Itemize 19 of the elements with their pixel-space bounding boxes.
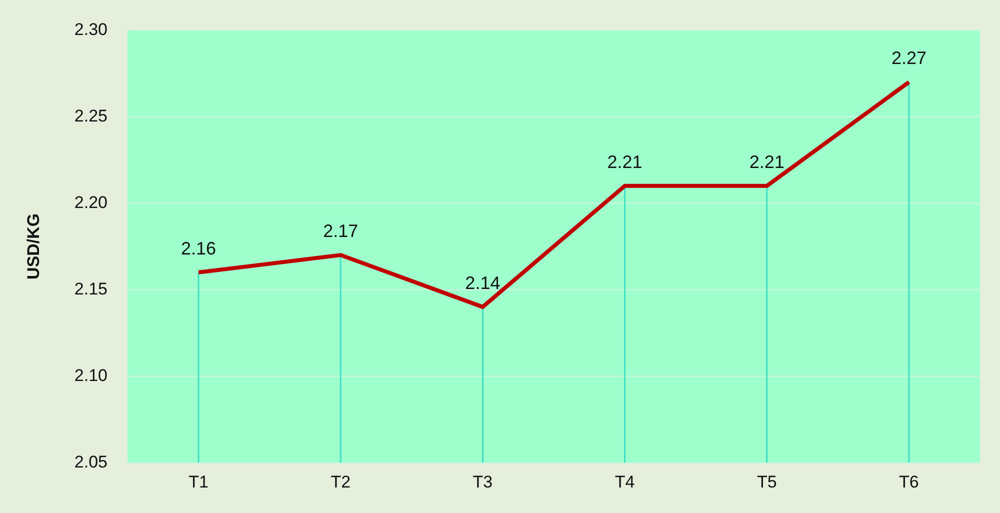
- y-tick-label: 2.15: [74, 279, 108, 298]
- data-label: 2.16: [181, 238, 216, 258]
- y-tick-label: 2.05: [74, 452, 108, 472]
- x-tick-label: T6: [899, 472, 919, 492]
- data-label: 2.14: [465, 272, 500, 293]
- data-label: 2.17: [323, 221, 358, 242]
- data-label: 2.27: [891, 48, 926, 68]
- x-tick-label: T5: [756, 472, 777, 492]
- x-tick-label: T3: [472, 472, 493, 492]
- x-tick-label: T4: [614, 472, 635, 492]
- x-tick-label: T1: [188, 472, 208, 492]
- y-tick-label: 2.25: [74, 106, 108, 126]
- data-label: 2.21: [749, 152, 784, 172]
- y-axis-title: USD/KG: [24, 213, 43, 280]
- x-tick-label: T2: [330, 472, 351, 492]
- y-tick-label: 2.20: [74, 192, 108, 212]
- y-tick-label: 2.30: [74, 20, 108, 39]
- y-tick-label: 2.10: [74, 366, 108, 385]
- data-label: 2.21: [607, 152, 642, 172]
